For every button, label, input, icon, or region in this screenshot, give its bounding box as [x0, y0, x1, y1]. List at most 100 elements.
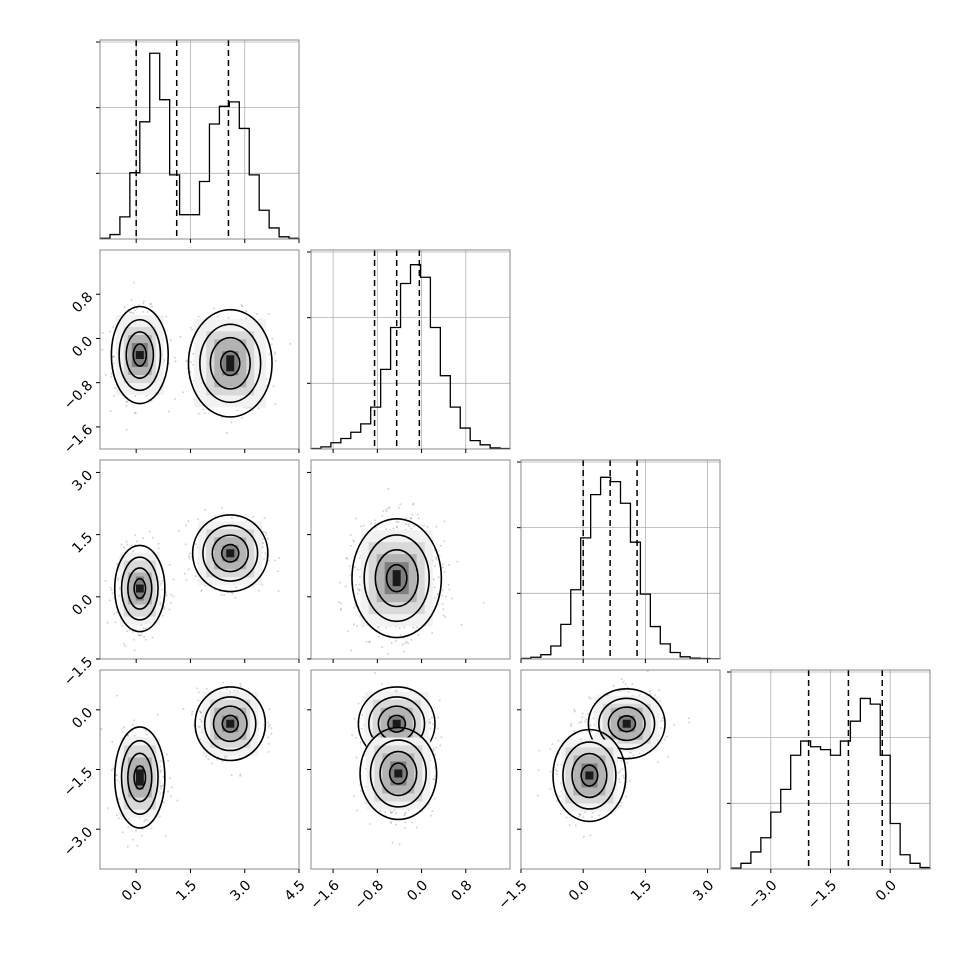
scatter-point: [438, 699, 441, 702]
scatter-point: [448, 588, 451, 591]
scatter-point: [404, 642, 407, 645]
scatter-point: [142, 300, 145, 303]
contour-line: [212, 705, 248, 743]
scatter-point: [132, 638, 135, 641]
scatter-point: [267, 312, 270, 315]
scatter-point: [200, 720, 203, 723]
scatter-point: [144, 729, 147, 732]
scatter-point: [109, 330, 112, 333]
contour-line: [220, 543, 240, 563]
contour-line: [120, 739, 159, 816]
scatter-point: [221, 506, 224, 509]
scatter-point: [271, 337, 274, 340]
scatter-point: [365, 640, 368, 643]
scatter-point: [359, 741, 362, 744]
scatter-point: [433, 586, 436, 589]
scatter-point: [127, 818, 130, 820]
scatter-point: [394, 639, 397, 642]
scatter-point: [146, 311, 149, 313]
scatter-point: [262, 557, 265, 560]
scatter-point: [106, 621, 109, 624]
scatter-point: [388, 506, 391, 509]
scatter-point: [265, 531, 268, 534]
scatter-point: [574, 710, 576, 713]
scatter-point: [435, 558, 438, 561]
scatter-point: [268, 353, 271, 356]
scatter-point: [109, 586, 112, 589]
scatter-point: [177, 530, 180, 533]
scatter-point: [346, 557, 349, 560]
scatter-point: [189, 326, 192, 329]
contour-line: [385, 563, 408, 593]
scatter-point: [234, 596, 237, 599]
scatter-point: [129, 311, 132, 314]
scatter-point: [108, 599, 111, 602]
scatter-point: [442, 608, 445, 611]
scatter-point: [270, 343, 273, 346]
scatter-point: [389, 822, 392, 825]
scatter-point: [199, 718, 202, 721]
density-cell: [392, 719, 401, 728]
scatter-point: [214, 515, 216, 518]
scatter-panel-1-4: [99, 669, 300, 870]
scatter-point: [399, 633, 402, 636]
scatter-point: [197, 691, 200, 694]
scatter-point: [198, 726, 201, 728]
scatter-point: [126, 734, 129, 737]
scatter-point: [442, 614, 445, 617]
scatter-point: [257, 407, 260, 410]
scatter-point: [355, 809, 358, 812]
scatter-point: [135, 829, 137, 832]
scatter-point: [338, 581, 341, 584]
contour-line: [374, 549, 419, 608]
scatter-point: [126, 400, 129, 403]
scatter-point: [200, 731, 203, 734]
scatter-point: [197, 412, 200, 415]
scatter-point: [245, 317, 248, 320]
scatter-point: [404, 821, 407, 824]
scatter-point: [384, 810, 387, 813]
scatter-point: [151, 636, 154, 639]
scatter-point: [687, 717, 690, 720]
scatter-point: [289, 342, 292, 345]
scatter-point: [137, 634, 140, 637]
scatter-point: [429, 727, 432, 730]
scatter-point: [150, 302, 153, 305]
scatter-point: [435, 556, 438, 559]
scatter-point: [377, 626, 380, 629]
scatter-point: [235, 586, 238, 589]
scatter-point: [163, 606, 166, 609]
panel-content: [337, 488, 485, 659]
scatter-point: [412, 626, 415, 629]
histogram-step-line: [520, 476, 721, 660]
scatter-point: [167, 790, 170, 793]
scatter-point: [142, 302, 145, 305]
scatter-point: [160, 769, 163, 772]
scatter-point: [370, 522, 372, 525]
scatter-point: [187, 568, 190, 571]
scatter-point: [626, 761, 629, 764]
scatter-point: [143, 636, 146, 638]
scatter-point: [131, 723, 134, 726]
contour-line: [351, 517, 443, 639]
scatter-point: [104, 579, 107, 582]
scatter-point: [627, 691, 630, 694]
panel-content: [536, 670, 691, 838]
scatter-point: [663, 738, 666, 741]
scatter-point: [268, 742, 270, 745]
scatter-point: [374, 522, 376, 525]
scatter-point: [196, 687, 199, 690]
scatter-point: [407, 642, 410, 645]
scatter-point: [189, 361, 192, 364]
scatter-point: [374, 519, 376, 522]
scatter-point: [277, 570, 279, 573]
scatter-point: [592, 717, 595, 720]
contour-line: [369, 739, 427, 808]
scatter-point: [444, 616, 447, 618]
scatter-point: [444, 595, 447, 598]
scatter-point: [649, 693, 652, 696]
scatter-point: [581, 716, 584, 719]
scatter-point: [358, 589, 361, 592]
scatter-point: [233, 689, 236, 692]
scatter-point: [145, 733, 148, 736]
